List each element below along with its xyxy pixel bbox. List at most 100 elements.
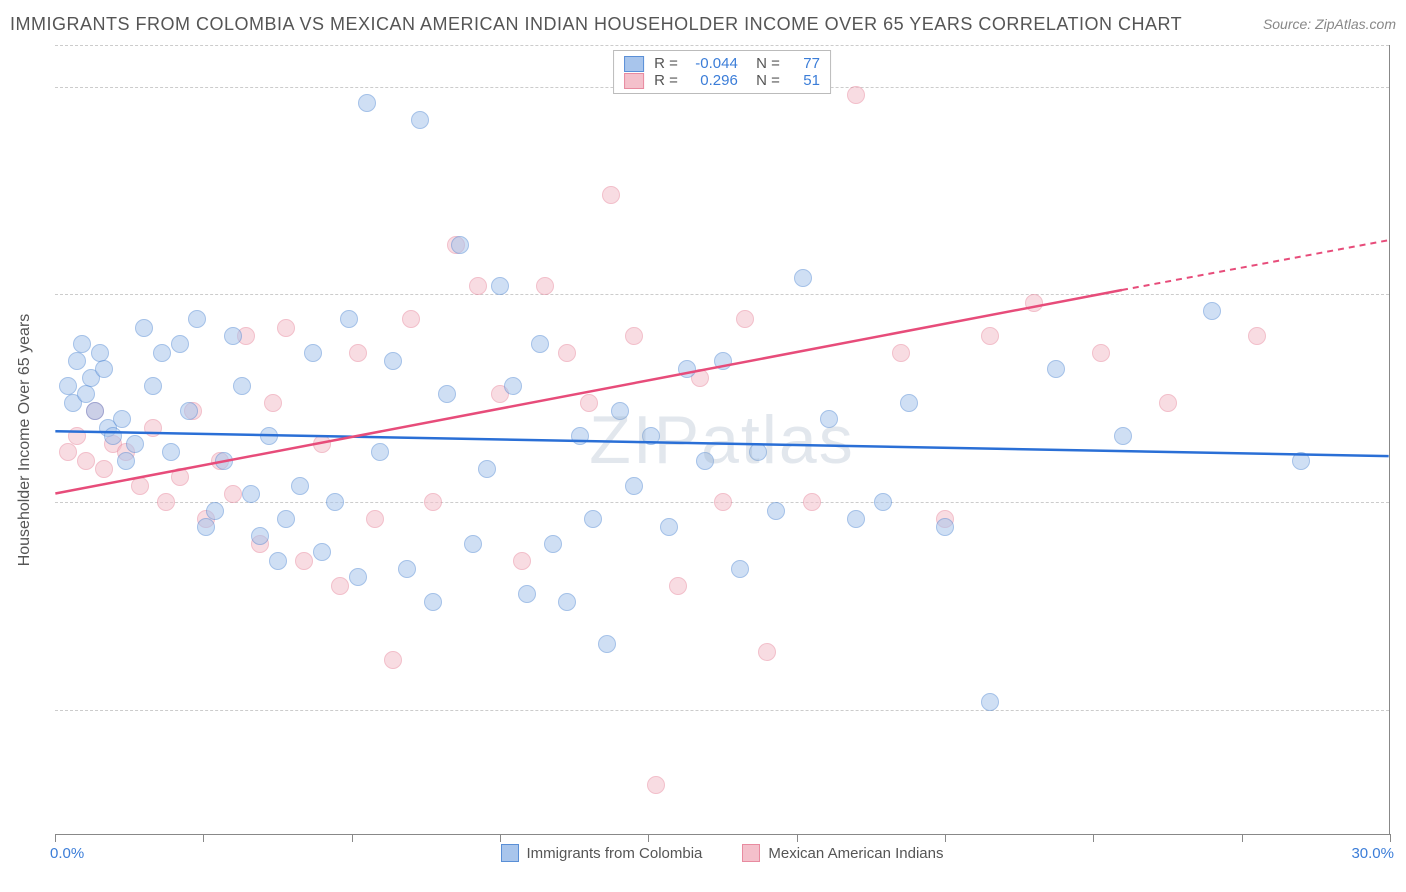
data-point xyxy=(491,277,509,295)
data-point xyxy=(206,502,224,520)
data-point xyxy=(678,360,696,378)
data-point xyxy=(451,236,469,254)
data-point xyxy=(340,310,358,328)
data-point xyxy=(714,352,732,370)
data-point xyxy=(104,427,122,445)
data-point xyxy=(59,443,77,461)
x-tick xyxy=(203,834,204,842)
data-point xyxy=(349,344,367,362)
data-point xyxy=(135,319,153,337)
data-point xyxy=(1292,452,1310,470)
data-point xyxy=(714,493,732,511)
gridline xyxy=(55,45,1389,46)
data-point xyxy=(558,593,576,611)
data-point xyxy=(398,560,416,578)
data-point xyxy=(469,277,487,295)
data-point xyxy=(1159,394,1177,412)
data-point xyxy=(794,269,812,287)
data-point xyxy=(277,510,295,528)
data-point xyxy=(86,402,104,420)
r-value: -0.044 xyxy=(688,55,738,72)
gridline xyxy=(55,710,1389,711)
data-point xyxy=(558,344,576,362)
data-point xyxy=(438,385,456,403)
data-point xyxy=(277,319,295,337)
legend-swatch xyxy=(624,73,644,89)
y-tick-label: $100,000 xyxy=(1394,78,1406,95)
data-point xyxy=(731,560,749,578)
data-point xyxy=(371,443,389,461)
data-point xyxy=(59,377,77,395)
n-label: N = xyxy=(748,55,780,72)
legend-swatch xyxy=(742,844,760,862)
data-point xyxy=(269,552,287,570)
x-tick xyxy=(797,834,798,842)
data-point xyxy=(874,493,892,511)
data-point xyxy=(402,310,420,328)
chart-title: IMMIGRANTS FROM COLOMBIA VS MEXICAN AMER… xyxy=(10,14,1182,35)
data-point xyxy=(1047,360,1065,378)
data-point xyxy=(544,535,562,553)
data-point xyxy=(758,643,776,661)
data-point xyxy=(892,344,910,362)
data-point xyxy=(424,593,442,611)
data-point xyxy=(642,427,660,445)
x-tick xyxy=(352,834,353,842)
data-point xyxy=(91,344,109,362)
x-tick xyxy=(648,834,649,842)
data-point xyxy=(611,402,629,420)
data-point xyxy=(197,518,215,536)
data-point xyxy=(291,477,309,495)
data-point xyxy=(95,360,113,378)
data-point xyxy=(531,335,549,353)
scatter-plot: ZIPatlas R =-0.044 N =77R =0.296 N =51 0… xyxy=(55,45,1390,835)
data-point xyxy=(295,552,313,570)
x-tick xyxy=(1093,834,1094,842)
data-point xyxy=(171,335,189,353)
data-point xyxy=(304,344,322,362)
x-tick xyxy=(945,834,946,842)
data-point xyxy=(424,493,442,511)
data-point xyxy=(936,518,954,536)
data-point xyxy=(625,327,643,345)
y-tick-label: $75,000 xyxy=(1394,286,1406,303)
data-point xyxy=(981,693,999,711)
y-tick-label: $50,000 xyxy=(1394,494,1406,511)
legend-label: Mexican American Indians xyxy=(768,845,943,862)
data-point xyxy=(73,335,91,353)
correlation-row: R =-0.044 N =77 xyxy=(624,55,820,72)
data-point xyxy=(349,568,367,586)
data-point xyxy=(144,419,162,437)
legend-item: Immigrants from Colombia xyxy=(501,844,703,862)
data-point xyxy=(504,377,522,395)
data-point xyxy=(144,377,162,395)
data-point xyxy=(358,94,376,112)
data-point xyxy=(536,277,554,295)
data-point xyxy=(326,493,344,511)
data-point xyxy=(1025,294,1043,312)
data-point xyxy=(660,518,678,536)
data-point xyxy=(68,352,86,370)
data-point xyxy=(513,552,531,570)
x-tick xyxy=(1390,834,1391,842)
source-attribution: Source: ZipAtlas.com xyxy=(1263,16,1396,32)
data-point xyxy=(264,394,282,412)
x-tick xyxy=(500,834,501,842)
data-point xyxy=(736,310,754,328)
data-point xyxy=(767,502,785,520)
data-point xyxy=(77,385,95,403)
watermark: ZIPatlas xyxy=(589,401,854,479)
data-point xyxy=(171,468,189,486)
regression-lines xyxy=(55,45,1389,834)
data-point xyxy=(847,86,865,104)
data-point xyxy=(602,186,620,204)
data-point xyxy=(131,477,149,495)
legend-label: Immigrants from Colombia xyxy=(527,845,703,862)
data-point xyxy=(251,527,269,545)
r-label: R = xyxy=(654,72,678,89)
data-point xyxy=(117,452,135,470)
x-tick xyxy=(55,834,56,842)
data-point xyxy=(384,352,402,370)
data-point xyxy=(215,452,233,470)
y-tick-label: $25,000 xyxy=(1394,702,1406,719)
